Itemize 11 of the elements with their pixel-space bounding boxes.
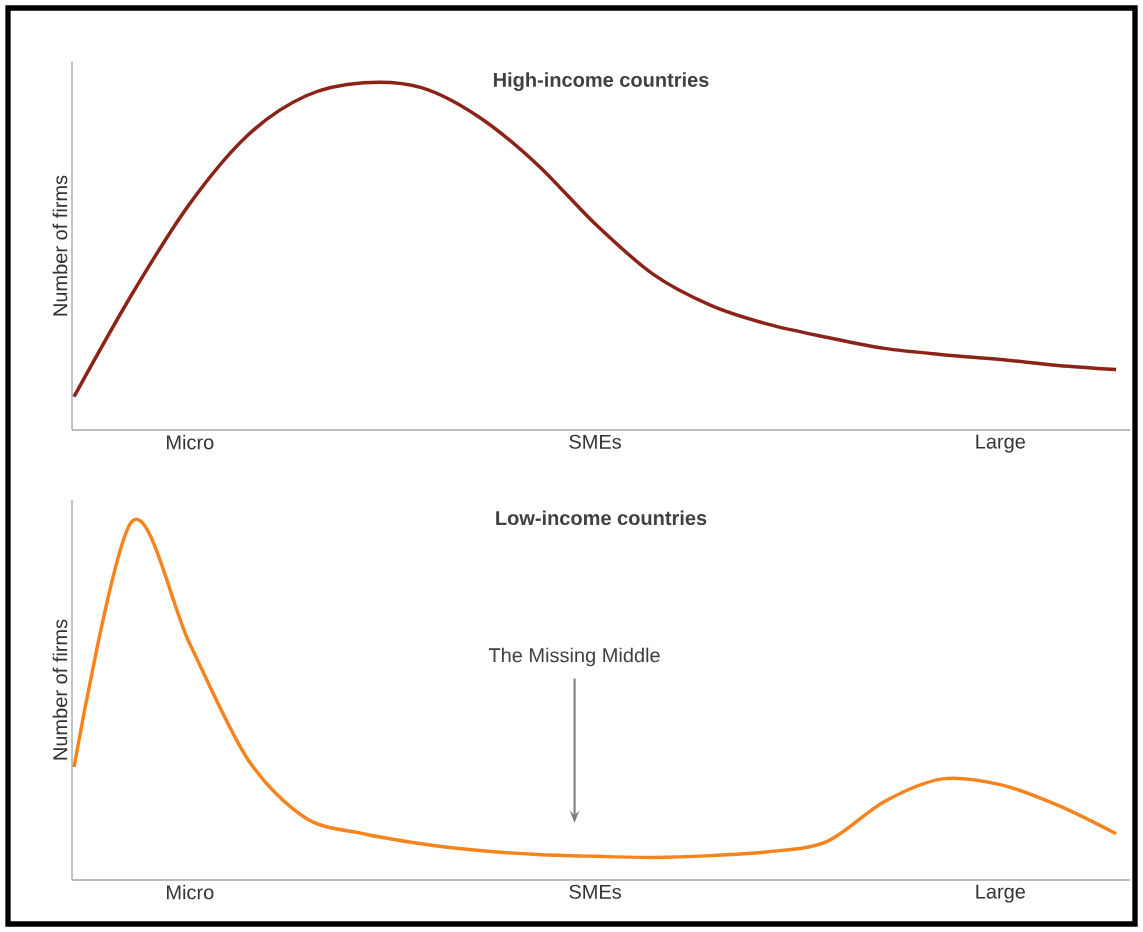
x-tick-label: Micro [167,884,214,900]
y-axis-title: Number of firms [52,619,68,760]
x-tick-label: Large [976,884,1025,903]
chart-title: High-income countries [494,72,709,91]
annotation: The Missing Middle [488,647,660,667]
x-tick-label: SMEs [569,434,621,449]
x-tick-label: Micro [167,434,214,450]
x-tick-label: SMEs [569,884,621,899]
y-axis-title: Number of firms [52,175,68,316]
x-tick-label: Large [976,434,1025,453]
chart-title: Low-income countries [496,510,707,526]
